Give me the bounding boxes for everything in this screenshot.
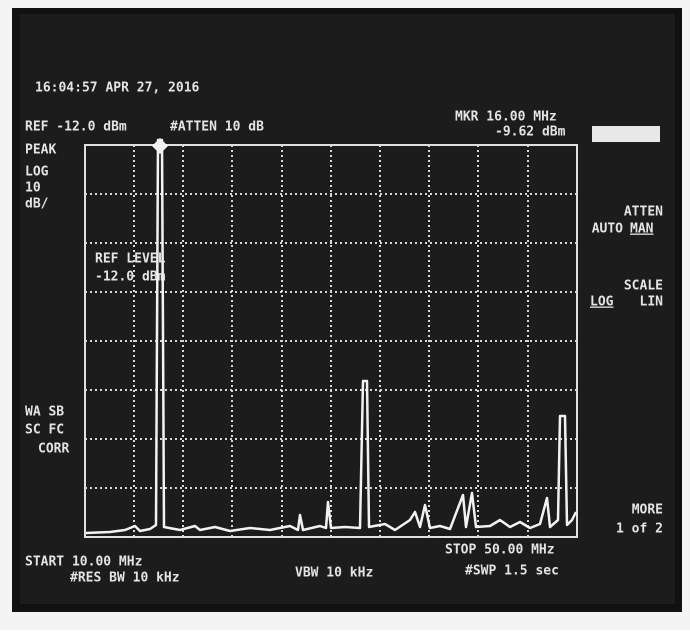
softkey-title[interactable]: SCALE [624, 279, 663, 294]
softkey-more[interactable]: MORE [632, 503, 663, 518]
marker [152, 138, 168, 154]
resolution-bandwidth: #RES BW 10 kHz [70, 571, 180, 586]
flag: WA SB [25, 405, 64, 420]
ref-level: REF -12.0 dBm [25, 120, 127, 135]
graticule-columns [133, 145, 529, 537]
ref-level-label: REF LEVEL [95, 252, 166, 267]
softkey-option[interactable]: MAN [630, 222, 654, 237]
softkey-page: 1 of 2 [616, 522, 663, 537]
softkey-option[interactable]: LOG [590, 295, 614, 310]
marker-level: -9.62 dBm [495, 125, 566, 140]
timestamp: 16:04:57 APR 27, 2016 [35, 81, 200, 96]
scale-type: LOG [25, 165, 49, 180]
video-bandwidth: VBW 10 kHz [295, 566, 373, 581]
trace [85, 138, 578, 535]
ref-level-value: -12.0 dBm [95, 270, 166, 285]
softkey-title[interactable]: ATTEN [624, 205, 663, 220]
flag: SC FC [25, 423, 64, 438]
scale-unit: dB/ [25, 197, 49, 212]
detector: PEAK [25, 143, 56, 158]
softkey-option[interactable]: AUTO [592, 222, 623, 237]
stop-frequency: STOP 50.00 MHz [445, 543, 555, 558]
graticule [84, 144, 578, 538]
marker-frequency: MKR 16.00 MHz [455, 110, 557, 125]
scale-value: 10 [25, 181, 41, 196]
attenuation: #ATTEN 10 dB [170, 120, 264, 135]
softkey-option[interactable]: LIN [640, 295, 664, 310]
softkey-highlight [592, 126, 660, 142]
flag: CORR [38, 442, 69, 457]
start-frequency: START 10.00 MHz [25, 555, 142, 570]
sweep-time: #SWP 1.5 sec [465, 564, 559, 579]
